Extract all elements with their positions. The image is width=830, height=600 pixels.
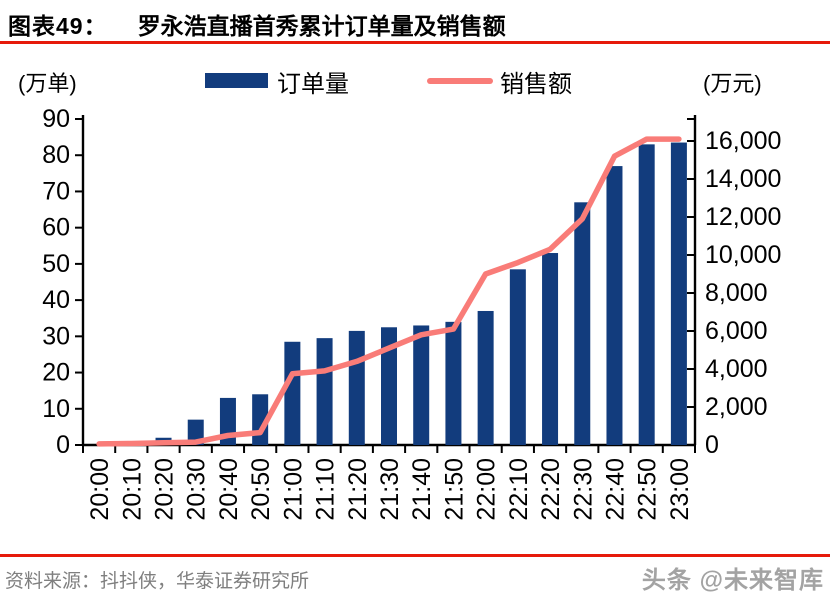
order-volume-bar bbox=[413, 325, 430, 445]
x-axis-category-label: 22:50 bbox=[634, 458, 662, 521]
source-note: 资料来源：抖抖侠，华泰证券研究所 bbox=[5, 571, 310, 592]
x-axis-category-label: 21:10 bbox=[312, 458, 340, 521]
left-axis-tick-label: 80 bbox=[42, 141, 70, 169]
right-axis-tick-label: 6,000 bbox=[705, 317, 768, 345]
right-axis-tick-label: 2,000 bbox=[705, 393, 768, 421]
x-axis-category-label: 21:50 bbox=[440, 458, 468, 521]
right-axis-tick-label: 8,000 bbox=[705, 279, 768, 307]
x-axis-category-label: 22:20 bbox=[537, 458, 565, 521]
x-axis-category-label: 20:30 bbox=[183, 458, 211, 521]
right-axis-tick-label: 16,000 bbox=[705, 127, 781, 155]
x-axis-category-label: 23:00 bbox=[666, 458, 694, 521]
footer-divider-line bbox=[0, 554, 830, 557]
right-axis-unit-label: (万元) bbox=[703, 71, 762, 96]
x-axis-category-label: 20:40 bbox=[215, 458, 243, 521]
chart-legend: (万单) 订单量 销售额 (万元) bbox=[0, 62, 830, 98]
left-axis-tick-label: 40 bbox=[42, 286, 70, 314]
figure-title-text: 罗永浩直播首秀累计订单量及销售额 bbox=[137, 13, 506, 39]
x-axis-category-label: 20:00 bbox=[86, 458, 114, 521]
right-axis-tick-label: 12,000 bbox=[705, 203, 781, 231]
x-axis-category-label: 20:20 bbox=[151, 458, 179, 521]
x-axis-category-label: 20:10 bbox=[118, 458, 146, 521]
left-axis-unit-label: (万单) bbox=[18, 71, 77, 96]
right-axis-tick-label: 14,000 bbox=[705, 165, 781, 193]
order-volume-bar bbox=[638, 144, 655, 445]
left-axis-tick-label: 90 bbox=[42, 105, 70, 133]
x-axis-category-label: 21:40 bbox=[408, 458, 436, 521]
x-axis-category-label: 21:20 bbox=[344, 458, 372, 521]
order-volume-bar bbox=[284, 341, 301, 445]
title-divider-line bbox=[0, 41, 830, 44]
x-axis-category-label: 22:40 bbox=[601, 458, 629, 521]
x-axis-category-label: 22:10 bbox=[505, 458, 533, 521]
order-volume-bar bbox=[509, 269, 526, 445]
order-volume-bar bbox=[606, 166, 623, 445]
order-volume-bar bbox=[574, 202, 591, 445]
x-axis-category-label: 22:00 bbox=[473, 458, 501, 521]
order-volume-bar bbox=[542, 253, 559, 445]
right-axis-tick-label: 4,000 bbox=[705, 355, 768, 383]
legend-sales-label: 销售额 bbox=[500, 71, 572, 98]
left-axis-tick-label: 50 bbox=[42, 250, 70, 278]
watermark: 头条 @未来智库 bbox=[641, 567, 824, 594]
left-axis-tick-label: 30 bbox=[42, 322, 70, 350]
left-axis-tick-label: 10 bbox=[42, 395, 70, 423]
x-axis-category-label: 21:00 bbox=[279, 458, 307, 521]
legend-orders-label: 订单量 bbox=[277, 71, 349, 98]
x-axis-category-label: 22:30 bbox=[569, 458, 597, 521]
chart-plot-area: 0 10 20 30 40 50 60 70 80 90 0 2,000 4,000 6,000 8,000… bbox=[42, 105, 781, 521]
sales-line bbox=[96, 136, 682, 447]
left-axis-tick-label: 20 bbox=[42, 359, 70, 387]
order-volume-bar bbox=[348, 330, 365, 445]
left-axis-tick-label: 60 bbox=[42, 214, 70, 242]
right-axis-tick-label: 10,000 bbox=[705, 241, 781, 269]
order-volume-bar bbox=[381, 327, 397, 445]
right-axis-tick-label: 0 bbox=[705, 431, 719, 459]
order-volume-bar bbox=[670, 142, 687, 446]
x-axis-category-label: 20:50 bbox=[247, 458, 275, 521]
order-volume-bar bbox=[477, 310, 494, 445]
order-volume-bar bbox=[445, 321, 462, 445]
left-axis-tick-label: 70 bbox=[42, 177, 70, 205]
line-swatch-icon bbox=[427, 78, 493, 84]
figure-title: 图表49： 罗永浩直播首秀累计订单量及销售额 bbox=[8, 7, 822, 41]
bar-swatch-icon bbox=[205, 73, 268, 88]
x-axis-category-label: 21:30 bbox=[376, 458, 404, 521]
order-volume-bar bbox=[316, 338, 333, 445]
left-axis-tick-label: 0 bbox=[56, 431, 70, 459]
figure-number-label: 图表49： bbox=[8, 13, 108, 39]
